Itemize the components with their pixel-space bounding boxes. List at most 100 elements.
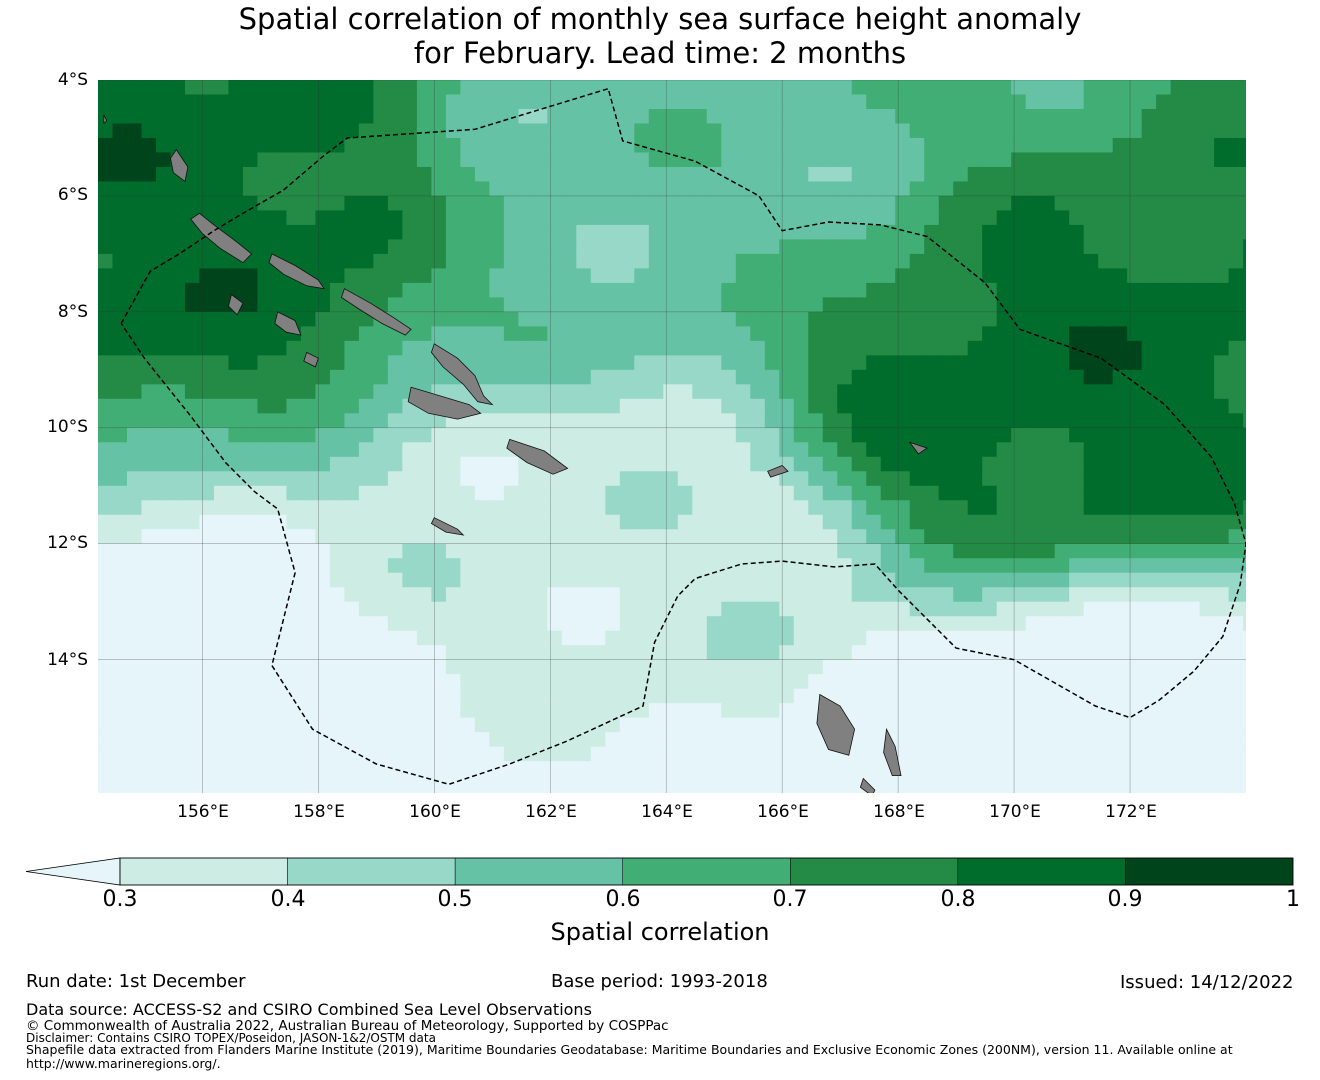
correlation-cell (271, 80, 288, 96)
correlation-cell (112, 543, 128, 559)
correlation-cell (518, 485, 534, 501)
correlation-cell (895, 558, 911, 574)
correlation-cell (721, 224, 737, 241)
correlation-cell (764, 80, 780, 96)
correlation-cell (1170, 384, 1186, 400)
correlation-cell (344, 166, 360, 183)
correlation-cell (1025, 80, 1041, 96)
correlation-cell (518, 181, 534, 197)
correlation-cell (460, 253, 476, 269)
correlation-cell (750, 311, 766, 327)
correlation-cell (518, 761, 534, 777)
correlation-cell (257, 398, 273, 414)
correlation-cell (634, 572, 650, 588)
landmasses (103, 114, 929, 793)
correlation-cell (735, 282, 751, 298)
correlation-cell (735, 239, 751, 255)
correlation-cell (605, 485, 621, 501)
correlation-cell (1011, 659, 1027, 675)
correlation-cell (257, 442, 273, 458)
correlation-cell (953, 659, 969, 675)
correlation-cell (532, 543, 548, 559)
correlation-cell (184, 558, 201, 574)
correlation-cell (1243, 587, 1246, 603)
correlation-cell (663, 717, 679, 733)
correlation-cell (547, 543, 563, 559)
correlation-cell (706, 166, 722, 183)
correlation-cell (431, 688, 447, 704)
correlation-cell (344, 746, 360, 762)
correlation-cell (677, 80, 693, 96)
correlation-cell (1156, 514, 1172, 530)
correlation-cell (735, 384, 751, 400)
correlation-cell (938, 224, 954, 241)
correlation-cell (1083, 746, 1099, 762)
correlation-cell (1127, 427, 1143, 443)
correlation-cell (112, 297, 128, 313)
correlation-cell (416, 790, 432, 793)
correlation-cell (1185, 369, 1201, 385)
correlation-cell (590, 645, 606, 661)
correlation-cell (721, 500, 737, 516)
correlation-cell (358, 746, 374, 762)
correlation-cell (648, 442, 664, 458)
correlation-cell (1141, 108, 1157, 125)
correlation-cell (155, 282, 172, 298)
correlation-cell (373, 703, 389, 719)
correlation-cell (503, 471, 519, 487)
correlation-cell (1098, 166, 1114, 183)
correlation-cell (605, 703, 621, 719)
correlation-cell (1156, 210, 1172, 226)
correlation-cell (402, 80, 418, 96)
correlation-cell (315, 268, 331, 284)
correlation-cell (329, 181, 346, 197)
correlation-cell (300, 442, 317, 458)
correlation-cell (1214, 790, 1230, 793)
correlation-cell (315, 384, 331, 400)
correlation-cell (1170, 587, 1186, 603)
correlation-cell (1083, 775, 1099, 791)
correlation-cell (315, 195, 331, 212)
correlation-cell (750, 398, 766, 414)
colorbar-bin (622, 857, 791, 886)
correlation-cell (445, 152, 461, 168)
correlation-cell (1170, 224, 1186, 241)
correlation-cell (1243, 514, 1246, 530)
correlation-cell (489, 297, 505, 313)
correlation-cell (416, 326, 432, 342)
correlation-cell (866, 645, 882, 661)
correlation-cell (1069, 239, 1085, 255)
correlation-cell (547, 239, 563, 255)
correlation-cell (1141, 746, 1157, 762)
correlation-cell (779, 80, 795, 96)
correlation-cell (1054, 703, 1070, 719)
correlation-cell (98, 108, 114, 125)
correlation-cell (547, 659, 563, 675)
correlation-cell (953, 210, 969, 226)
correlation-cell (938, 529, 954, 545)
correlation-cell (228, 659, 244, 675)
correlation-cell (257, 282, 273, 298)
correlation-cell (619, 659, 635, 675)
correlation-cell (982, 384, 998, 400)
correlation-cell (344, 123, 360, 139)
correlation-cell (518, 210, 534, 226)
correlation-cell (619, 166, 635, 183)
correlation-cell (1199, 703, 1215, 719)
correlation-cell (982, 616, 998, 632)
correlation-cell (547, 384, 563, 400)
correlation-cell (431, 601, 447, 617)
correlation-cell (474, 717, 490, 733)
correlation-cell (561, 152, 577, 168)
correlation-cell (445, 456, 461, 472)
correlation-cell (953, 500, 969, 516)
correlation-cell (1228, 398, 1244, 414)
correlation-cell (242, 775, 259, 791)
correlation-cell (547, 761, 563, 777)
correlation-cell (648, 355, 664, 371)
correlation-cell (735, 355, 751, 371)
correlation-cell (445, 268, 461, 284)
correlation-cell (344, 398, 360, 414)
correlation-cell (532, 485, 548, 501)
correlation-cell (358, 195, 374, 212)
